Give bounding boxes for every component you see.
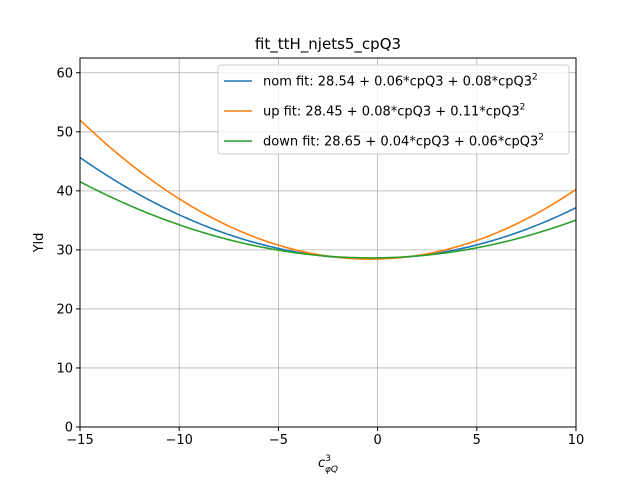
x-axis-label-sub: φQ <box>325 465 338 475</box>
x-axis-label-sup: 3 <box>325 454 331 464</box>
y-axis-label: Yld <box>32 233 47 254</box>
x-tick-label: 10 <box>568 433 585 448</box>
x-tick-label: 0 <box>373 433 381 448</box>
x-tick-label: −10 <box>165 433 192 448</box>
y-tick-label: 50 <box>56 125 73 140</box>
legend-label-0: nom fit: 28.54 + 0.06*cpQ3 + 0.08*cpQ32 <box>263 73 538 90</box>
legend-box <box>217 64 570 155</box>
y-tick-label: 40 <box>56 184 73 199</box>
series-lines <box>79 119 577 260</box>
y-tick-label: 60 <box>56 66 73 81</box>
y-tick-label: 20 <box>56 302 73 317</box>
x-tick-label: −5 <box>269 433 288 448</box>
legend: nom fit: 28.54 + 0.06*cpQ3 + 0.08*cpQ32 u… <box>217 64 570 155</box>
x-axis-label: c3 φQ <box>318 454 338 475</box>
x-tick-label: 5 <box>473 433 481 448</box>
x-tick-label: −15 <box>66 433 93 448</box>
legend-label-2: down fit: 28.65 + 0.04*cpQ3 + 0.06*cpQ32 <box>263 133 544 150</box>
y-tick-label: 0 <box>65 421 73 436</box>
y-tick-label: 10 <box>56 361 73 376</box>
y-tick-label: 30 <box>56 243 73 258</box>
plot-frame <box>79 57 577 428</box>
chart-title: fit_ttH_njets5_cpQ3 <box>255 35 401 54</box>
series-line-2 <box>79 180 577 259</box>
legend-label-1: up fit: 28.45 + 0.08*cpQ3 + 0.11*cpQ32 <box>263 103 525 120</box>
x-axis-label-base: c <box>318 456 325 471</box>
axis-ticks: −15 −10 −5 0 5 10 0 10 20 30 40 50 60 <box>56 66 584 448</box>
